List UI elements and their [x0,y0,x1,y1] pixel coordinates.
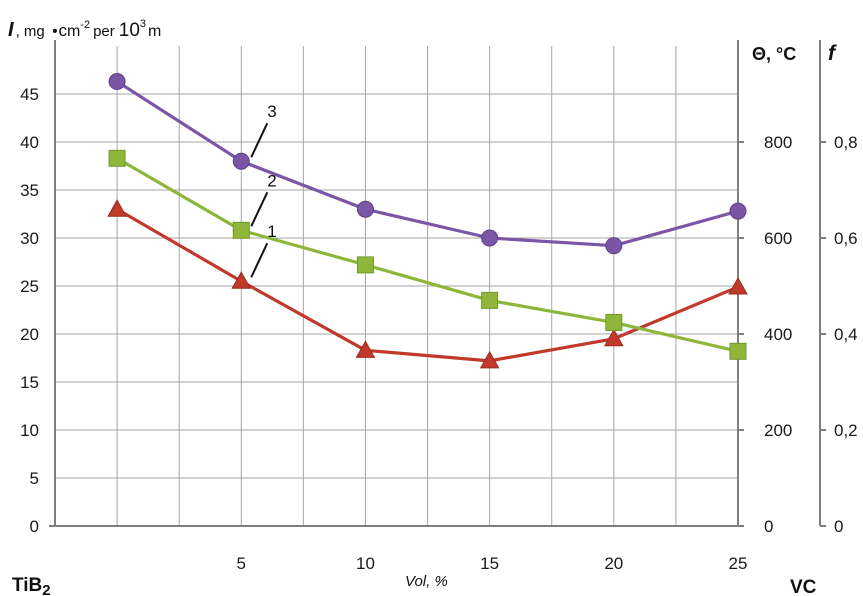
y-left-title-bullet: • [52,23,57,40]
point-series-1 [231,271,252,289]
y-left-tick-label: 35 [20,181,39,200]
point-series-3 [729,202,747,220]
point-series-2 [232,221,250,239]
y-left-tick-label: 45 [20,85,39,104]
x-left-end-label: TiB2 [12,575,51,596]
axes [49,40,826,527]
series-layer [107,73,748,369]
y-middle-title: Θ, °C [752,44,796,64]
x-right-end-label: VC [790,577,817,596]
point-series-2 [356,256,374,274]
series-label-2: 2 [267,171,276,190]
y-middle-tick-label: 800 [764,133,792,152]
series-label-1: 1 [267,222,276,241]
point-series-3 [108,73,126,91]
x-tick-label: 5 [237,554,246,573]
y-left-title-ten: 10 [119,20,140,41]
series-line-2 [116,156,739,353]
series-label-3: 3 [267,102,276,121]
y-left-title-c: c [58,21,67,40]
point-series-3 [481,229,499,247]
y-middle-tick-label: 400 [764,325,792,344]
y-right-tick-label: 0,6 [834,229,858,248]
point-series-1 [107,199,127,217]
point-series-2 [108,149,126,167]
point-series-1 [603,328,624,347]
y-right-tick-label: 0 [834,517,843,536]
leader-line-3 [250,122,269,158]
y-right-tick-label: 0,8 [834,133,858,152]
leader-line-2 [250,191,269,227]
x-tick-label: 10 [356,554,375,573]
x-tick-label: 20 [604,554,623,573]
y-left-tick-label: 25 [20,277,39,296]
y-right-tick-label: 0,2 [834,421,858,440]
y-left-title-rest: , mg [16,23,45,40]
point-series-3 [232,152,250,170]
point-series-1 [728,276,748,295]
y-left-title-ten-exp: 3 [140,18,146,30]
point-series-3 [605,237,623,255]
y-middle-tick-label: 0 [764,517,773,536]
point-series-1 [479,350,500,369]
y-left-tick-label: 40 [20,133,39,152]
y-middle-tick-label: 200 [764,421,792,440]
y-left-tick-label: 15 [20,373,39,392]
point-series-3 [356,200,374,218]
y-left-title: I, mg •cm-2 per 103 m [8,18,161,41]
x-left-end-sub: 2 [42,582,50,596]
leader-line-1 [250,242,269,278]
y-right-tick-label: 0,4 [834,325,858,344]
point-series-2 [729,342,747,360]
y-left-tick-label: 20 [20,325,39,344]
x-left-end-main: TiB [12,575,42,596]
series-line-3 [116,80,739,248]
y-left-tick-label: 5 [30,469,39,488]
y-left-tick-label: 10 [20,421,39,440]
y-left-title-italic: I [8,19,14,41]
y-left-title-m: m [67,23,80,40]
x-tick-label: 15 [480,554,499,573]
y-right-title: f [828,42,837,65]
series-labels: 1 2 3 [250,102,277,278]
y-left-title-exp: -2 [80,19,90,31]
y-left-tick-label: 0 [30,517,39,536]
x-tick-label: 25 [729,554,748,573]
point-series-1 [355,340,376,358]
y-middle-tick-label: 600 [764,229,792,248]
point-series-2 [605,313,623,331]
point-series-2 [481,291,499,309]
y-left-tick-label: 30 [20,229,39,248]
series-line-1 [116,207,739,363]
x-axis-title: Vol, % [405,573,448,590]
y-left-title-per: per [93,23,115,40]
y-left-title-meters: m [148,23,161,40]
